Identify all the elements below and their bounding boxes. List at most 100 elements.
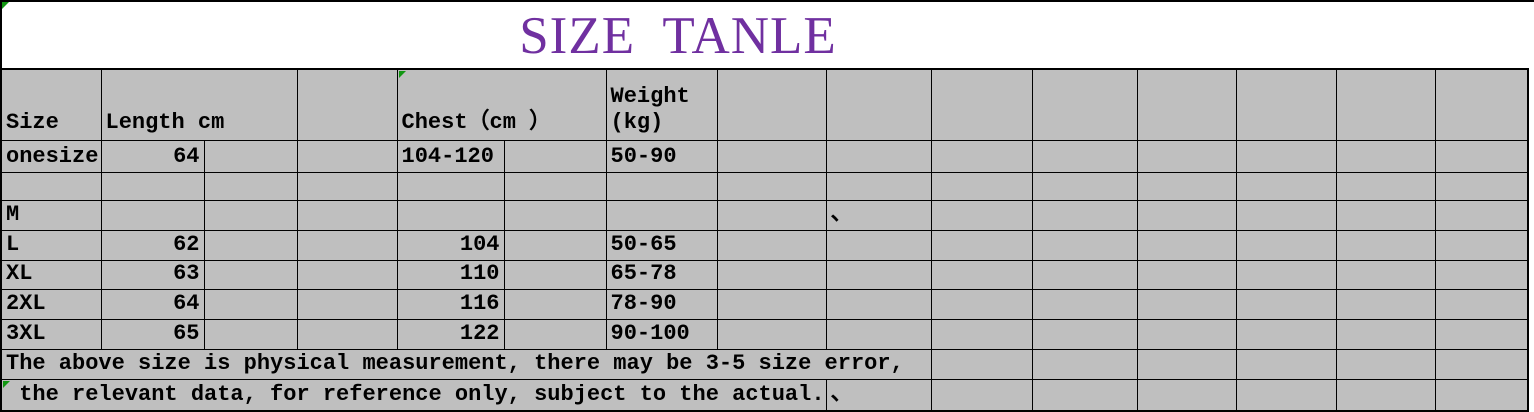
empty-cell [930, 68, 1033, 141]
empty-cell [1136, 199, 1237, 231]
empty-cell [1434, 139, 1529, 173]
empty-cell [930, 199, 1033, 231]
page-title: SIZE TANLE [519, 7, 837, 65]
empty-cell [930, 288, 1033, 320]
header-chest: Chest（cm ） [396, 68, 607, 141]
size-cell: M [0, 199, 102, 231]
empty-cell [825, 229, 932, 261]
empty-cell [203, 171, 298, 201]
row-l: L 62 104 50-65 [0, 229, 1529, 261]
mark-cell: 、 [825, 199, 932, 231]
empty-cell [825, 288, 932, 320]
empty-cell [1235, 171, 1337, 201]
empty-cell [1335, 171, 1436, 201]
length-cell: 62 [100, 229, 205, 261]
empty-cell [930, 139, 1033, 173]
empty-cell [1335, 199, 1436, 231]
note-line-1: The above size is physical measurement, … [0, 348, 932, 380]
empty-cell [503, 199, 607, 231]
title-bar: SIZE TANLE [0, 0, 1534, 68]
empty-cell [1434, 348, 1529, 380]
empty-cell [503, 318, 607, 350]
empty-cell [296, 288, 398, 320]
chest-cell: 110 [396, 259, 505, 290]
empty-cell [825, 318, 932, 350]
note-line-2: the relevant data, for reference only, s… [0, 378, 827, 412]
empty-cell [1434, 318, 1529, 350]
error-marker-icon [398, 71, 406, 78]
empty-cell [0, 171, 102, 201]
row-m: M 、 [0, 199, 1529, 231]
empty-cell [503, 229, 607, 261]
empty-cell [203, 229, 298, 261]
empty-cell [203, 139, 298, 173]
empty-cell [1235, 378, 1337, 412]
header-weight: Weight (kg) [605, 68, 718, 141]
empty-cell [1434, 378, 1529, 412]
empty-cell [1031, 171, 1138, 201]
empty-cell [1136, 139, 1237, 173]
empty-cell [930, 229, 1033, 261]
empty-cell [825, 171, 932, 201]
empty-cell [1235, 229, 1337, 261]
note-row-1: The above size is physical measurement, … [0, 348, 1529, 380]
header-size: Size [0, 68, 102, 141]
empty-cell [1136, 348, 1237, 380]
empty-cell [1031, 378, 1138, 412]
empty-cell [1235, 288, 1337, 320]
empty-cell [296, 229, 398, 261]
empty-cell [716, 229, 827, 261]
empty-cell [503, 139, 607, 173]
empty-cell [296, 139, 398, 173]
empty-cell [605, 171, 718, 201]
header-weight-line2: (kg) [610, 109, 664, 135]
size-cell: XL [0, 259, 102, 290]
weight-cell: 90-100 [605, 318, 718, 350]
length-cell: 65 [100, 318, 205, 350]
empty-cell [825, 259, 932, 290]
empty-cell [503, 288, 607, 320]
header-chest-label: Chest（cm ） [401, 109, 552, 135]
empty-cell [396, 171, 505, 201]
length-cell: 64 [100, 288, 205, 320]
length-cell: 64 [100, 139, 205, 173]
empty-cell [503, 259, 607, 290]
chest-cell: 116 [396, 288, 505, 320]
empty-cell [930, 171, 1033, 201]
empty-cell [296, 68, 398, 141]
header-weight-line1: Weight [610, 83, 690, 109]
empty-cell [825, 68, 932, 141]
empty-cell [1235, 348, 1337, 380]
note-row-2: the relevant data, for reference only, s… [0, 378, 1529, 412]
empty-cell [1335, 288, 1436, 320]
row-3xl: 3XL 65 122 90-100 [0, 318, 1529, 350]
header-row: Size Length cm Chest（cm ） Weight (kg) [0, 68, 1529, 141]
length-cell: 63 [100, 259, 205, 290]
empty-cell [1335, 229, 1436, 261]
empty-cell [930, 378, 1033, 412]
empty-cell [1136, 288, 1237, 320]
empty-cell [716, 288, 827, 320]
empty-cell [930, 348, 1033, 380]
empty-cell [716, 259, 827, 290]
header-length: Length cm [100, 68, 298, 141]
empty-cell [1031, 139, 1138, 173]
empty-cell [1235, 139, 1337, 173]
row-empty [0, 171, 1529, 201]
row-xl: XL 63 110 65-78 [0, 259, 1529, 290]
empty-cell [203, 259, 298, 290]
empty-cell [203, 318, 298, 350]
empty-cell [930, 259, 1033, 290]
empty-cell [1136, 171, 1237, 201]
mark-cell: 、 [825, 378, 932, 412]
empty-cell [716, 199, 827, 231]
empty-cell [716, 139, 827, 173]
empty-cell [1031, 68, 1138, 141]
empty-cell [1335, 259, 1436, 290]
empty-cell [1235, 68, 1337, 141]
error-marker-icon [3, 380, 10, 388]
empty-cell [503, 171, 607, 201]
empty-cell [296, 318, 398, 350]
note-line-2-text: the relevant data, for reference only, s… [6, 382, 827, 407]
empty-cell [1434, 171, 1529, 201]
